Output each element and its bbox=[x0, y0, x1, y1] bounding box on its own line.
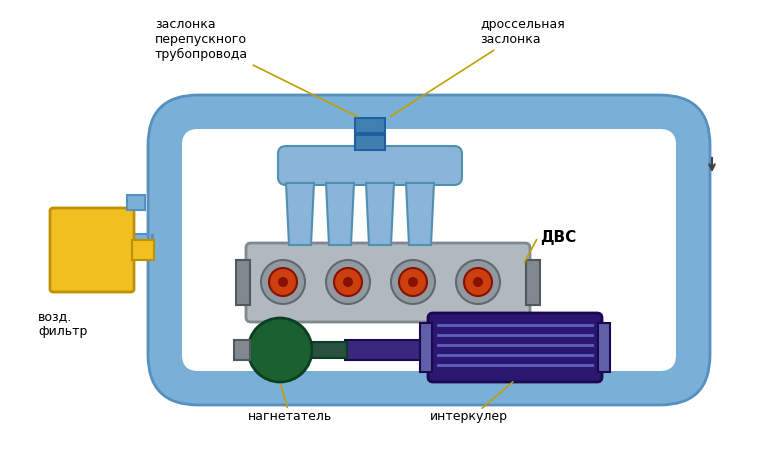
Bar bbox=[75, 234, 148, 256]
Circle shape bbox=[464, 268, 492, 296]
Bar bbox=[152, 235, 153, 255]
FancyBboxPatch shape bbox=[182, 129, 676, 371]
Circle shape bbox=[278, 277, 288, 287]
Text: интеркулер: интеркулер bbox=[430, 410, 508, 423]
Polygon shape bbox=[406, 183, 434, 245]
Circle shape bbox=[334, 268, 362, 296]
Text: нагнетатель: нагнетатель bbox=[248, 410, 332, 423]
Circle shape bbox=[248, 318, 312, 382]
Circle shape bbox=[399, 268, 427, 296]
FancyBboxPatch shape bbox=[148, 95, 710, 405]
Circle shape bbox=[456, 260, 500, 304]
FancyBboxPatch shape bbox=[278, 146, 462, 185]
Polygon shape bbox=[286, 183, 314, 245]
Polygon shape bbox=[326, 183, 354, 245]
Text: заслонка
перепускного
трубопровода: заслонка перепускного трубопровода bbox=[155, 18, 358, 117]
Bar bbox=[236, 260, 250, 305]
Text: дроссельная
заслонка: дроссельная заслонка bbox=[390, 18, 565, 117]
Circle shape bbox=[269, 268, 297, 296]
FancyBboxPatch shape bbox=[50, 208, 134, 292]
Bar bbox=[345, 340, 432, 360]
Circle shape bbox=[261, 260, 305, 304]
Text: возд.
фильтр: возд. фильтр bbox=[38, 310, 87, 338]
FancyBboxPatch shape bbox=[428, 313, 602, 382]
Polygon shape bbox=[366, 183, 394, 245]
Circle shape bbox=[473, 277, 483, 287]
Text: ДВС: ДВС bbox=[540, 230, 576, 245]
Circle shape bbox=[326, 260, 370, 304]
Bar bbox=[312, 342, 347, 358]
Circle shape bbox=[408, 277, 418, 287]
FancyBboxPatch shape bbox=[246, 243, 530, 322]
Bar bbox=[132, 240, 154, 260]
Bar bbox=[127, 195, 145, 210]
Circle shape bbox=[343, 277, 353, 287]
Bar bbox=[234, 340, 250, 360]
Bar bbox=[355, 118, 385, 150]
Bar bbox=[526, 260, 540, 305]
Circle shape bbox=[391, 260, 435, 304]
Bar bbox=[598, 323, 610, 372]
Bar bbox=[420, 323, 432, 372]
